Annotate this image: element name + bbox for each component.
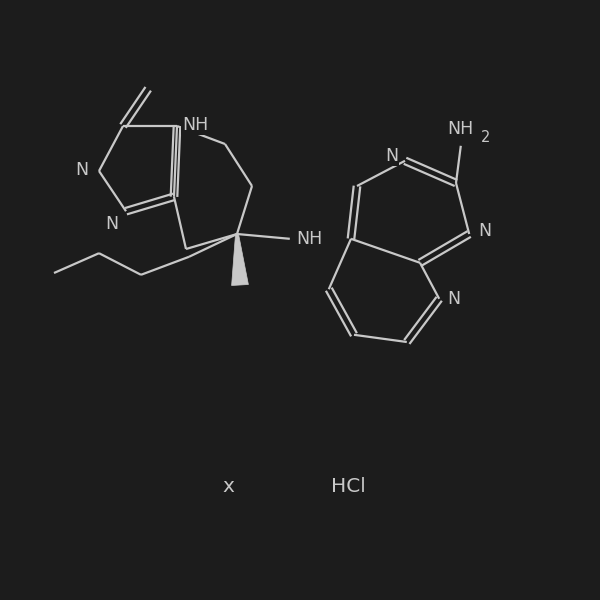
Text: 2: 2 [481,130,491,145]
Text: NH: NH [182,116,208,134]
Text: x: x [222,476,234,496]
Text: HCl: HCl [331,476,365,496]
Text: N: N [105,215,118,233]
Text: NH: NH [448,120,474,138]
Text: N: N [478,222,491,240]
Text: NH: NH [296,230,322,248]
Polygon shape [232,234,248,286]
Text: N: N [385,147,398,165]
Text: N: N [76,161,89,179]
Text: N: N [448,290,461,308]
